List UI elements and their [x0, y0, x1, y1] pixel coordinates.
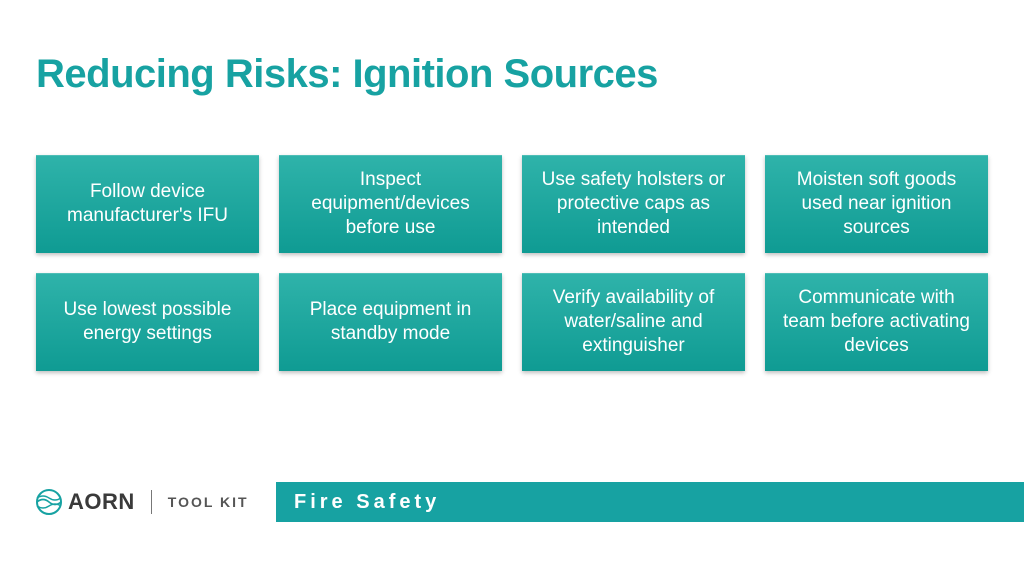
slide-title: Reducing Risks: Ignition Sources	[36, 52, 658, 97]
tile-grid: Follow device manufacturer's IFU Inspect…	[36, 155, 988, 371]
tile: Follow device manufacturer's IFU	[36, 155, 259, 253]
tile: Communicate with team before activating …	[765, 273, 988, 371]
globe-icon	[36, 489, 62, 515]
tile: Place equipment in standby mode	[279, 273, 502, 371]
toolkit-label: TOOL KIT	[168, 494, 249, 510]
tile: Verify availability of water/saline and …	[522, 273, 745, 371]
tile: Use lowest possible energy settings	[36, 273, 259, 371]
tile: Inspect equipment/devices before use	[279, 155, 502, 253]
tile: Use safety holsters or protective caps a…	[522, 155, 745, 253]
logo-text: AORN	[68, 489, 135, 515]
footer: AORN TOOL KIT Fire Safety	[0, 482, 1024, 522]
aorn-logo: AORN	[36, 489, 135, 515]
footer-bar: Fire Safety	[276, 482, 1024, 522]
tile: Moisten soft goods used near ignition so…	[765, 155, 988, 253]
divider	[151, 490, 152, 514]
slide: Reducing Risks: Ignition Sources Follow …	[0, 0, 1024, 576]
footer-logo-area: AORN TOOL KIT	[0, 482, 276, 522]
